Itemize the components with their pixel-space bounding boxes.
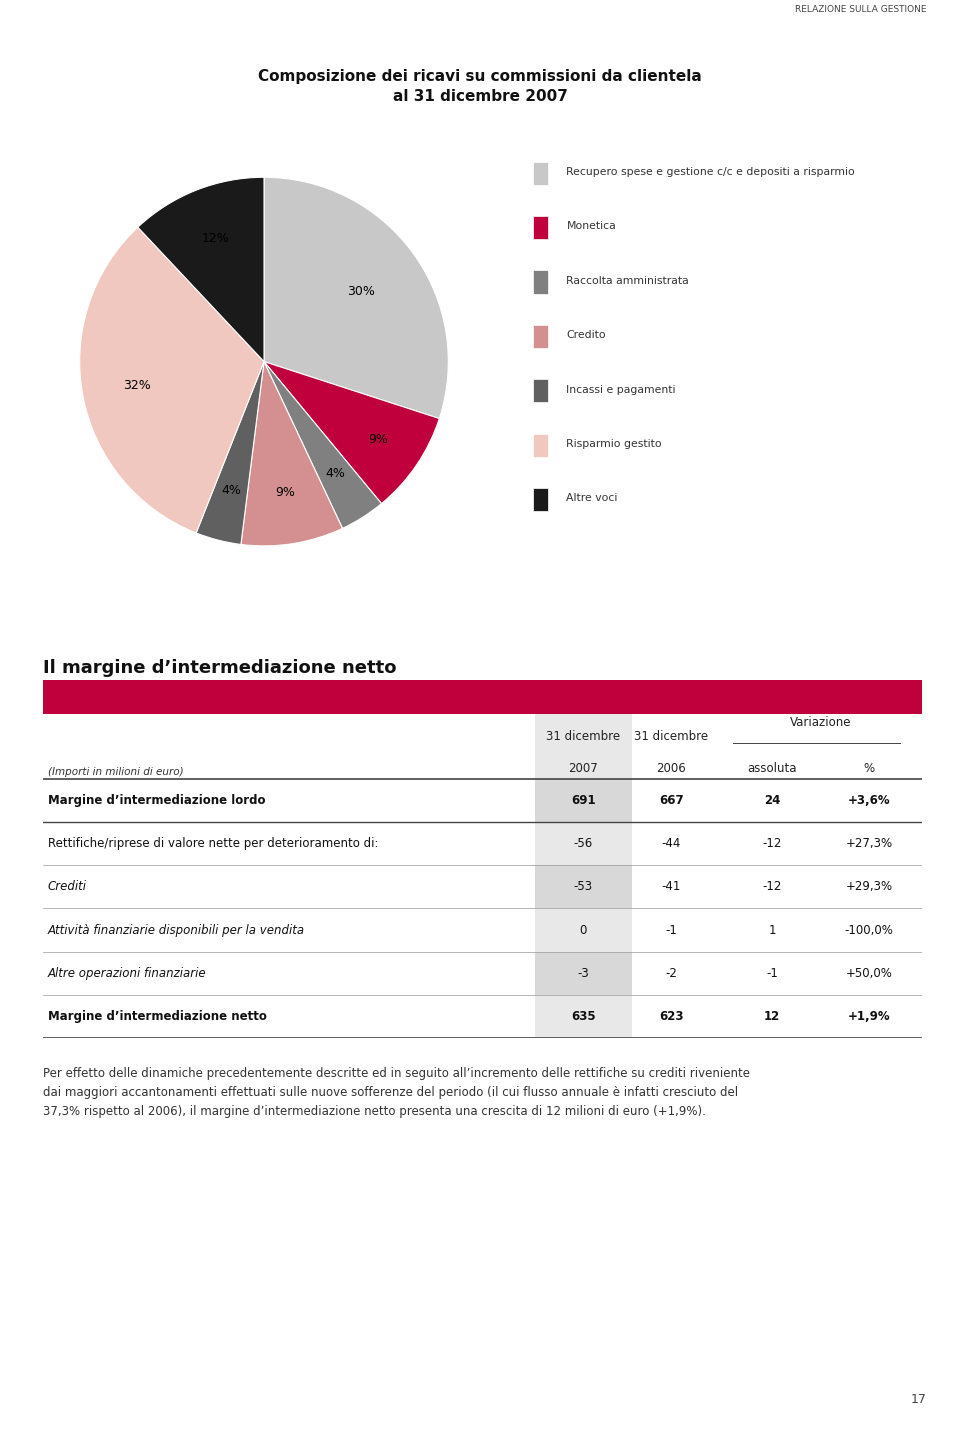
FancyBboxPatch shape: [16, 43, 944, 652]
Text: 32%: 32%: [124, 379, 151, 392]
Wedge shape: [264, 361, 440, 504]
Text: 635: 635: [571, 1010, 596, 1022]
Text: +50,0%: +50,0%: [846, 967, 893, 979]
Text: 12%: 12%: [202, 232, 229, 245]
Wedge shape: [80, 228, 264, 533]
Text: 24: 24: [764, 793, 780, 806]
Text: 667: 667: [659, 793, 684, 806]
Text: 9%: 9%: [275, 485, 295, 500]
Text: Per effetto delle dinamiche precedentemente descritte ed in seguito all’incremen: Per effetto delle dinamiche precedenteme…: [43, 1067, 750, 1118]
Wedge shape: [138, 178, 264, 361]
Text: -44: -44: [661, 838, 681, 851]
Text: 4%: 4%: [221, 484, 241, 497]
Text: 12: 12: [764, 1010, 780, 1022]
Text: Variazione: Variazione: [790, 716, 852, 729]
Text: Recupero spese e gestione c/c e depositi a risparmio: Recupero spese e gestione c/c e depositi…: [566, 168, 855, 176]
Text: Incassi e pagamenti: Incassi e pagamenti: [566, 385, 676, 394]
Text: 0: 0: [580, 924, 588, 937]
Text: Rettifiche/riprese di valore nette per deterioramento di:: Rettifiche/riprese di valore nette per d…: [48, 838, 378, 851]
Text: +29,3%: +29,3%: [846, 881, 893, 894]
Bar: [535, 779, 632, 822]
Text: Margine d’intermediazione lordo: Margine d’intermediazione lordo: [48, 793, 265, 806]
Text: -2: -2: [665, 967, 677, 979]
Text: -12: -12: [762, 838, 782, 851]
Bar: [535, 715, 632, 1038]
Text: 31 dicembre: 31 dicembre: [546, 730, 620, 743]
Text: +27,3%: +27,3%: [846, 838, 893, 851]
Text: 9%: 9%: [369, 432, 388, 445]
Bar: [535, 865, 632, 908]
Text: (Importi in milioni di euro): (Importi in milioni di euro): [48, 768, 183, 776]
Text: 31 dicembre: 31 dicembre: [635, 730, 708, 743]
Text: 17: 17: [910, 1393, 926, 1406]
Wedge shape: [264, 361, 381, 528]
Text: -1: -1: [766, 967, 779, 979]
Text: -41: -41: [661, 881, 681, 894]
Bar: [535, 908, 632, 952]
Bar: [535, 995, 632, 1038]
Text: -12: -12: [762, 881, 782, 894]
Text: Il margine d’intermediazione netto: Il margine d’intermediazione netto: [43, 659, 396, 677]
Text: 1: 1: [769, 924, 776, 937]
Text: Altre operazioni finanziarie: Altre operazioni finanziarie: [48, 967, 206, 979]
Text: +1,9%: +1,9%: [848, 1010, 890, 1022]
Text: -53: -53: [574, 881, 593, 894]
Text: Margine d’intermediazione netto: Margine d’intermediazione netto: [48, 1010, 267, 1022]
Wedge shape: [196, 361, 264, 544]
Wedge shape: [241, 361, 343, 546]
Text: Raccolta amministrata: Raccolta amministrata: [566, 276, 689, 285]
Text: Altre voci: Altre voci: [566, 494, 618, 503]
Wedge shape: [264, 178, 448, 418]
Text: -100,0%: -100,0%: [845, 924, 894, 937]
Text: 30%: 30%: [347, 285, 374, 298]
Text: 4%: 4%: [325, 467, 345, 480]
Text: %: %: [863, 762, 875, 775]
Text: RELAZIONE SULLA GESTIONE: RELAZIONE SULLA GESTIONE: [795, 4, 926, 14]
Text: Composizione dei ricavi su commissioni da clientela
al 31 dicembre 2007: Composizione dei ricavi su commissioni d…: [258, 69, 702, 103]
Text: +3,6%: +3,6%: [848, 793, 890, 806]
Text: Crediti: Crediti: [48, 881, 86, 894]
Text: Monetica: Monetica: [566, 222, 616, 231]
Text: -1: -1: [665, 924, 677, 937]
Text: Credito: Credito: [566, 331, 606, 339]
Text: -3: -3: [578, 967, 589, 979]
Text: 623: 623: [659, 1010, 684, 1022]
Text: Attività finanziarie disponibili per la vendita: Attività finanziarie disponibili per la …: [48, 924, 304, 937]
Text: 691: 691: [571, 793, 596, 806]
Text: Risparmio gestito: Risparmio gestito: [566, 440, 662, 448]
Text: assoluta: assoluta: [748, 762, 797, 775]
Text: 2007: 2007: [568, 762, 598, 775]
Bar: [535, 952, 632, 995]
Bar: [43, 680, 922, 715]
Text: 2006: 2006: [657, 762, 686, 775]
Text: -56: -56: [574, 838, 593, 851]
Bar: [535, 822, 632, 865]
